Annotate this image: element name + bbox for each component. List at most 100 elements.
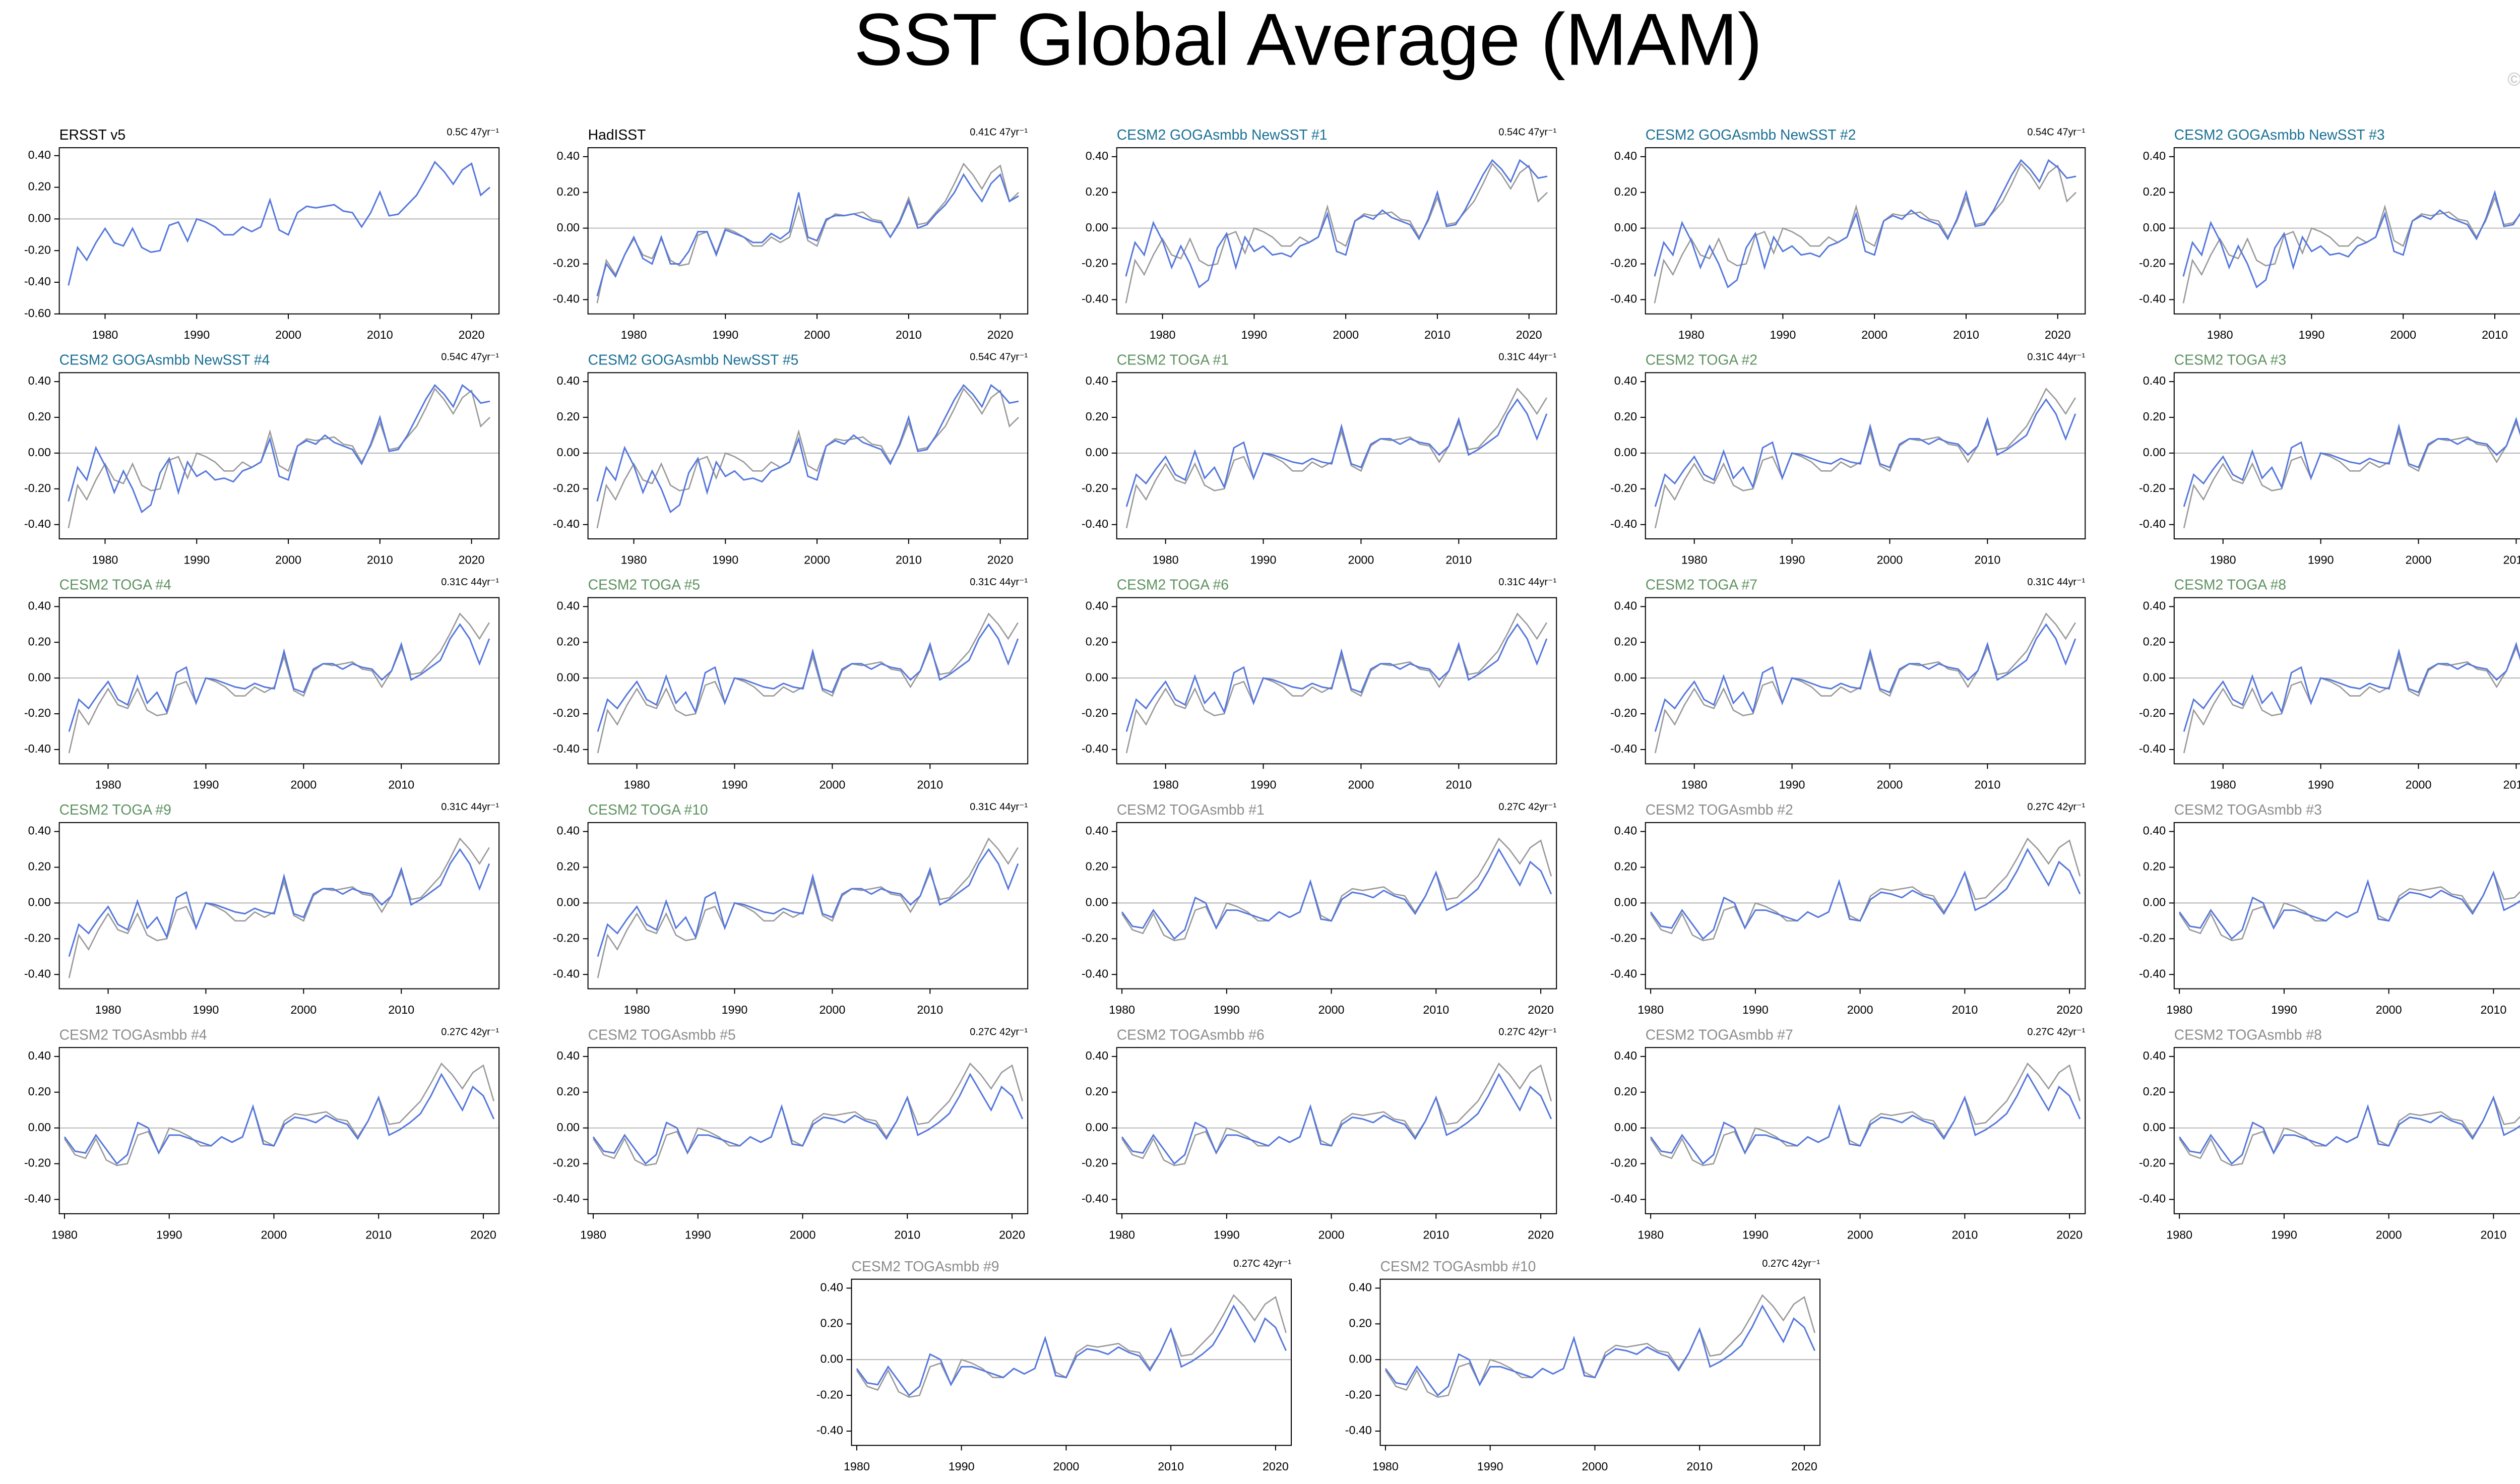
y-tick-label: 0.40 <box>2143 824 2166 837</box>
model-line <box>2182 190 2520 289</box>
x-tick-label: 1990 <box>712 328 738 341</box>
y-tick-label: -0.20 <box>1345 1388 1372 1401</box>
y-tick-label: -0.40 <box>2139 1192 2166 1205</box>
plot-frame <box>58 1047 500 1214</box>
plot-frame <box>1645 1047 2086 1214</box>
y-tick-label: 0.20 <box>1614 185 1637 198</box>
x-tick-label: 1980 <box>1637 1228 1664 1241</box>
y-tick-label: 0.00 <box>2143 1121 2166 1134</box>
x-tick-label: 1990 <box>722 1003 748 1016</box>
y-tick-label: -0.40 <box>1610 517 1637 530</box>
y-tick-label: 0.40 <box>1614 599 1637 612</box>
y-tick-label: -0.20 <box>816 1388 843 1401</box>
plot-frame <box>58 372 500 540</box>
y-tick-label: -0.40 <box>1082 292 1108 305</box>
y-tick-label: 0.20 <box>821 1316 843 1329</box>
y-tick-label: 0.40 <box>28 148 51 161</box>
x-tick-label: 2000 <box>2376 1228 2402 1241</box>
model-line <box>597 623 1019 732</box>
plot-frame <box>2173 1047 2520 1214</box>
trend-label: 0.5C 47yr⁻¹ <box>447 127 499 138</box>
y-tick-label: 0.40 <box>1349 1281 1372 1294</box>
trend-label: 0.27C 42yr⁻¹ <box>970 1026 1028 1037</box>
model-line <box>1384 1304 1816 1397</box>
x-tick-label: 1980 <box>1150 328 1176 341</box>
panel-title: CESM2 GOGAsmbb NewSST #5 <box>588 351 799 367</box>
plot-frame <box>2173 822 2520 990</box>
observed-line <box>2179 1095 2520 1166</box>
panel-title: CESM2 TOGA #2 <box>1646 351 1757 367</box>
x-tick-label: 1980 <box>92 553 118 566</box>
y-tick-label: -0.20 <box>1082 1156 1108 1169</box>
trend-label: 0.27C 42yr⁻¹ <box>1233 1258 1291 1269</box>
x-tick-label: 2010 <box>917 1003 943 1016</box>
y-tick-label: -0.40 <box>553 967 580 980</box>
panel-title: CESM2 TOGA #1 <box>1117 351 1229 367</box>
y-tick-label: -0.20 <box>24 706 51 719</box>
x-tick-label: 2000 <box>2406 778 2432 791</box>
y-tick-label: 0.40 <box>2143 374 2166 387</box>
x-tick-label: 2010 <box>1424 328 1451 341</box>
x-tick-label: 1980 <box>1637 1003 1664 1016</box>
y-tick-label: 0.40 <box>557 599 580 612</box>
x-tick-label: 2000 <box>804 553 830 566</box>
panel-title: CESM2 GOGAsmbb NewSST #4 <box>59 351 270 367</box>
x-tick-label: 1990 <box>2308 553 2334 566</box>
x-tick-label: 1980 <box>621 553 647 566</box>
x-tick-label: 1990 <box>949 1460 975 1473</box>
observed-line <box>2179 871 2520 942</box>
model-line <box>68 160 490 286</box>
x-tick-label: 2010 <box>367 553 393 566</box>
model-line <box>596 384 1019 514</box>
x-tick-label: 2000 <box>804 328 830 341</box>
model-line <box>2178 870 2520 940</box>
x-tick-label: 2000 <box>790 1228 816 1241</box>
x-tick-label: 2010 <box>1423 1228 1449 1241</box>
x-tick-label: 1990 <box>1241 328 1267 341</box>
x-tick-label: 2020 <box>1528 1003 1554 1016</box>
y-tick-label: -0.20 <box>1082 481 1108 494</box>
y-tick-label: -0.40 <box>2139 742 2166 755</box>
x-tick-label: 1990 <box>2308 778 2334 791</box>
x-tick-label: 1980 <box>1153 553 1179 566</box>
y-tick-label: 0.00 <box>1614 1121 1637 1134</box>
y-tick-label: -0.20 <box>553 706 580 719</box>
x-tick-label: 1990 <box>2299 328 2325 341</box>
trend-label: 0.54C 47yr⁻¹ <box>1498 127 1556 138</box>
plot-frame <box>1645 372 2086 540</box>
x-tick-label: 1990 <box>2271 1228 2297 1241</box>
x-tick-label: 1990 <box>1477 1460 1503 1473</box>
y-tick-label: 0.40 <box>557 374 580 387</box>
y-tick-label: -0.40 <box>2139 517 2166 530</box>
y-tick-label: 0.20 <box>1086 185 1108 198</box>
x-tick-label: 1980 <box>51 1228 78 1241</box>
panel-title: CESM2 TOGAsmbb #1 <box>1117 801 1265 818</box>
x-tick-label: 1990 <box>193 1003 219 1016</box>
x-tick-label: 1980 <box>2210 553 2236 566</box>
x-tick-label: 2010 <box>1445 553 1472 566</box>
y-tick-label: 0.20 <box>557 1085 580 1098</box>
model-line <box>596 173 1019 296</box>
plot-frame <box>58 822 500 990</box>
model-line <box>64 1073 495 1165</box>
y-tick-label: 0.00 <box>28 446 51 459</box>
x-tick-label: 1990 <box>1770 328 1796 341</box>
y-tick-label: 0.40 <box>28 824 51 837</box>
x-tick-label: 2010 <box>365 1228 392 1241</box>
model-line <box>68 384 490 514</box>
observed-line <box>596 387 1019 529</box>
y-tick-label: 0.40 <box>28 374 51 387</box>
trend-label: 0.31C 44yr⁻¹ <box>2027 352 2085 363</box>
x-tick-label: 2000 <box>275 553 301 566</box>
x-tick-label: 2010 <box>2503 778 2520 791</box>
panel-title: ERSST v5 <box>59 127 126 143</box>
y-tick-label: -0.20 <box>1610 931 1637 944</box>
panel-title: HadISST <box>588 127 646 143</box>
y-tick-label: 0.20 <box>1614 635 1637 648</box>
x-tick-label: 2000 <box>1348 553 1374 566</box>
panel-title: CESM2 TOGA #9 <box>59 801 171 818</box>
y-tick-label: -0.40 <box>1345 1424 1372 1437</box>
y-tick-label: -0.20 <box>2139 931 2166 944</box>
plot-frame <box>1116 147 1557 315</box>
